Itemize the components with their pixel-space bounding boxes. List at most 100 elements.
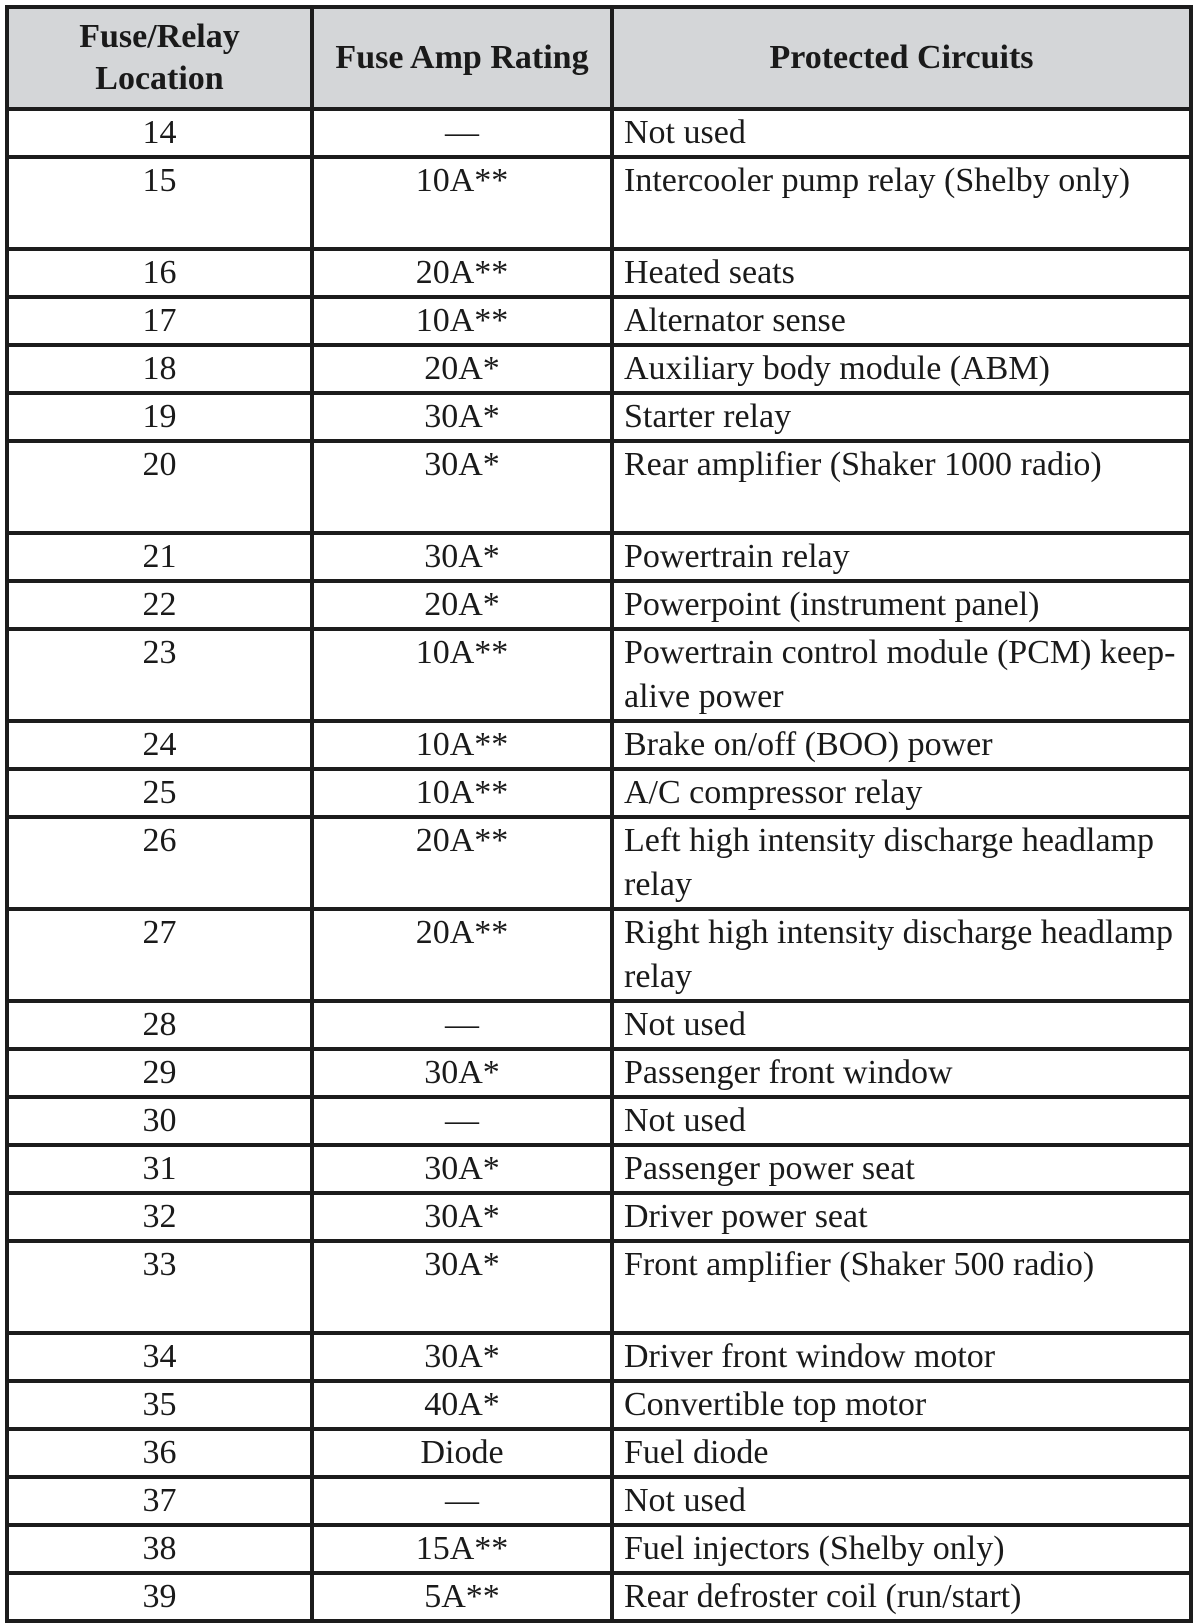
cell-rating: 10A** bbox=[310, 627, 614, 723]
cell-rating: 20A* bbox=[310, 343, 614, 395]
cell-location: 20 bbox=[5, 439, 314, 535]
cell-location: 36 bbox=[5, 1427, 314, 1479]
cell-location: 19 bbox=[5, 391, 314, 443]
cell-circuit: Heated seats bbox=[610, 247, 1193, 299]
cell-rating: — bbox=[310, 1095, 614, 1147]
cell-location: 25 bbox=[5, 767, 314, 819]
cell-circuit: Rear amplifier (Shaker 1000 radio) bbox=[610, 439, 1193, 535]
table-row: 19 30A* Starter relay bbox=[5, 391, 1193, 443]
cell-location: 15 bbox=[5, 155, 314, 251]
cell-location: 23 bbox=[5, 627, 314, 723]
cell-rating: 30A* bbox=[310, 1331, 614, 1383]
cell-circuit: Powertrain relay bbox=[610, 531, 1193, 583]
cell-circuit: Not used bbox=[610, 999, 1193, 1051]
cell-rating: 30A* bbox=[310, 1047, 614, 1099]
cell-rating: 10A** bbox=[310, 155, 614, 251]
cell-location: 29 bbox=[5, 1047, 314, 1099]
table-body: 14— Not used 15 10A** Intercooler pump relay… bbox=[5, 107, 1193, 1623]
table-row: 35 40A* Convertible top motor bbox=[5, 1379, 1193, 1431]
table-row: 26 20A** Left high intensity discharge hea… bbox=[5, 815, 1193, 911]
header-rating: Fuse Amp Rating bbox=[310, 5, 614, 111]
table-row: 31 30A* Passenger power seat bbox=[5, 1143, 1193, 1195]
cell-circuit: Brake on/off (BOO) power bbox=[610, 719, 1193, 771]
cell-rating: 15A** bbox=[310, 1523, 614, 1575]
cell-rating: 20A** bbox=[310, 815, 614, 911]
table-row: 29 30A* Passenger front window bbox=[5, 1047, 1193, 1099]
cell-rating: — bbox=[310, 999, 614, 1051]
table-row: 14— Not used bbox=[5, 107, 1193, 159]
cell-location: 31 bbox=[5, 1143, 314, 1195]
cell-circuit: A/C compressor relay bbox=[610, 767, 1193, 819]
cell-circuit: Right high intensity discharge headlamp … bbox=[610, 907, 1193, 1003]
cell-location: 17 bbox=[5, 295, 314, 347]
fuse-table: Fuse/Relay Location Fuse Amp Rating Prot… bbox=[5, 5, 1193, 1623]
table-row: 23 10A** Powertrain control module (PCM) k… bbox=[5, 627, 1193, 723]
table-row: 16 20A** Heated seats bbox=[5, 247, 1193, 299]
table-row: 36 Diode Fuel diode bbox=[5, 1427, 1193, 1479]
cell-circuit: Passenger power seat bbox=[610, 1143, 1193, 1195]
cell-location: 14 bbox=[5, 107, 314, 159]
cell-location: 37 bbox=[5, 1475, 314, 1527]
cell-circuit: Passenger front window bbox=[610, 1047, 1193, 1099]
table-row: 21 30A* Powertrain relay bbox=[5, 531, 1193, 583]
cell-location: 26 bbox=[5, 815, 314, 911]
cell-location: 27 bbox=[5, 907, 314, 1003]
table-row: 34 30A* Driver front window motor bbox=[5, 1331, 1193, 1383]
cell-circuit: Alternator sense bbox=[610, 295, 1193, 347]
cell-rating: 20A** bbox=[310, 907, 614, 1003]
header-location: Fuse/Relay Location bbox=[5, 5, 314, 111]
cell-circuit: Not used bbox=[610, 107, 1193, 159]
table-row: 38 15A** Fuel injectors (Shelby only) bbox=[5, 1523, 1193, 1575]
cell-circuit: Not used bbox=[610, 1475, 1193, 1527]
table-row: 37— Not used bbox=[5, 1475, 1193, 1527]
table-row: 20 30A* Rear amplifier (Shaker 1000 radio) bbox=[5, 439, 1193, 535]
cell-rating: — bbox=[310, 1475, 614, 1527]
cell-circuit: Auxiliary body module (ABM) bbox=[610, 343, 1193, 395]
cell-circuit: Fuel diode bbox=[610, 1427, 1193, 1479]
cell-circuit: Not used bbox=[610, 1095, 1193, 1147]
cell-location: 30 bbox=[5, 1095, 314, 1147]
table-row: 17 10A** Alternator sense bbox=[5, 295, 1193, 347]
cell-rating: — bbox=[310, 107, 614, 159]
cell-rating: 10A** bbox=[310, 295, 614, 347]
cell-location: 38 bbox=[5, 1523, 314, 1575]
cell-circuit: Left high intensity discharge headlamp r… bbox=[610, 815, 1193, 911]
cell-circuit: Driver power seat bbox=[610, 1191, 1193, 1243]
cell-circuit: Powertrain control module (PCM) keep-ali… bbox=[610, 627, 1193, 723]
table-row: 33 30A* Front amplifier (Shaker 500 radio) bbox=[5, 1239, 1193, 1335]
cell-location: 34 bbox=[5, 1331, 314, 1383]
table-row: 30— Not used bbox=[5, 1095, 1193, 1147]
cell-location: 28 bbox=[5, 999, 314, 1051]
table-row: 28— Not used bbox=[5, 999, 1193, 1051]
table-row: 25 10A** A/C compressor relay bbox=[5, 767, 1193, 819]
header-circuits: Protected Circuits bbox=[610, 5, 1193, 111]
cell-location: 16 bbox=[5, 247, 314, 299]
table-row: 27 20A** Right high intensity discharge he… bbox=[5, 907, 1193, 1003]
cell-rating: 30A* bbox=[310, 439, 614, 535]
cell-circuit: Intercooler pump relay (Shelby only) bbox=[610, 155, 1193, 251]
cell-rating: 5A** bbox=[310, 1571, 614, 1623]
cell-location: 22 bbox=[5, 579, 314, 631]
header-row: Fuse/Relay Location Fuse Amp Rating Prot… bbox=[5, 5, 1193, 111]
cell-circuit: Fuel injectors (Shelby only) bbox=[610, 1523, 1193, 1575]
cell-circuit: Front amplifier (Shaker 500 radio) bbox=[610, 1239, 1193, 1335]
table-row: 32 30A* Driver power seat bbox=[5, 1191, 1193, 1243]
cell-location: 39 bbox=[5, 1571, 314, 1623]
cell-rating: 30A* bbox=[310, 1143, 614, 1195]
cell-location: 33 bbox=[5, 1239, 314, 1335]
cell-circuit: Driver front window motor bbox=[610, 1331, 1193, 1383]
table-row: 39 5A** Rear defroster coil (run/start) bbox=[5, 1571, 1193, 1623]
cell-circuit: Starter relay bbox=[610, 391, 1193, 443]
table-row: 18 20A* Auxiliary body module (ABM) bbox=[5, 343, 1193, 395]
cell-rating: 30A* bbox=[310, 391, 614, 443]
cell-location: 24 bbox=[5, 719, 314, 771]
cell-rating: Diode bbox=[310, 1427, 614, 1479]
table-row: 22 20A* Powerpoint (instrument panel) bbox=[5, 579, 1193, 631]
cell-rating: 10A** bbox=[310, 767, 614, 819]
cell-rating: 20A** bbox=[310, 247, 614, 299]
table-row: 15 10A** Intercooler pump relay (Shelby on… bbox=[5, 155, 1193, 251]
cell-rating: 30A* bbox=[310, 1239, 614, 1335]
cell-rating: 10A** bbox=[310, 719, 614, 771]
cell-location: 35 bbox=[5, 1379, 314, 1431]
cell-rating: 30A* bbox=[310, 531, 614, 583]
